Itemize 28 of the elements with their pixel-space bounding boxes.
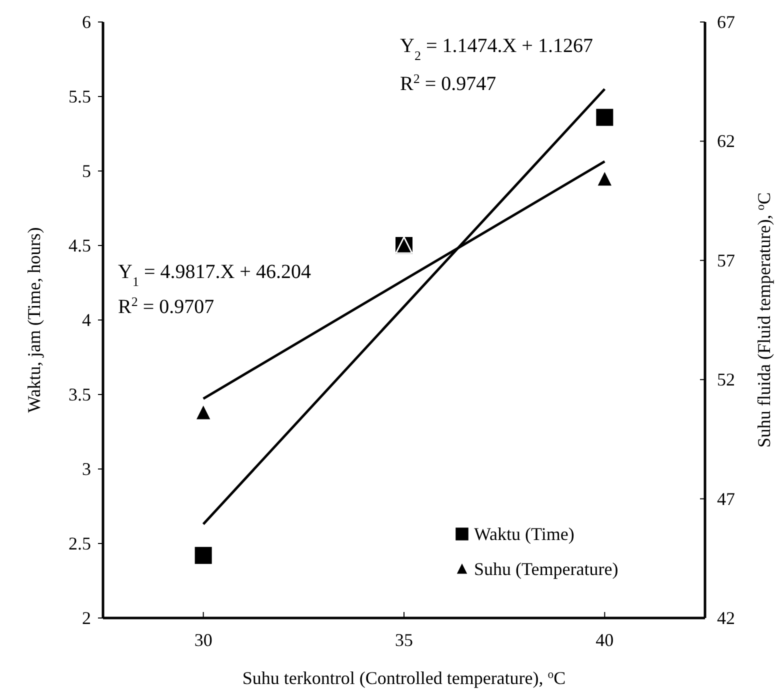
y2-tick-label: 57 <box>717 250 735 270</box>
y-tick-label: 5 <box>82 161 91 181</box>
point <box>194 546 212 564</box>
x-axis-title: Suhu terkontrol (Controlled temperature), $^{o}$C <box>242 668 566 688</box>
y-tick-label: 3.5 <box>68 384 91 404</box>
y2-tick-label: 42 <box>717 608 735 628</box>
x-tick-label: 35 <box>395 630 413 650</box>
legend-label: Waktu (Time) <box>474 524 574 544</box>
y2-tick-label: 67 <box>717 12 735 32</box>
y-tick-label: 2 <box>82 608 91 628</box>
y2-tick-label: 52 <box>717 370 735 390</box>
y-tick-label: 3 <box>82 459 91 479</box>
y-tick-label: 5.5 <box>68 86 91 106</box>
y-tick-label: 4.5 <box>68 236 91 256</box>
x-tick-label: 30 <box>194 630 212 650</box>
y-tick-label: 6 <box>82 12 91 32</box>
y-axis-title: Waktu, jam (Time, hours) <box>24 227 44 413</box>
annotation: Y$_{1}$ = 4.9817.X + 46.204 <box>118 261 311 288</box>
annotation: R$^{2}$ = 0.9707 <box>118 294 214 318</box>
y2-tick-label: 62 <box>717 131 735 152</box>
annotation: Y$_{2}$ = 1.1474.X + 1.1267 <box>400 35 593 62</box>
x-tick-label: 40 <box>596 630 614 650</box>
y-tick-label: 4 <box>82 310 91 330</box>
point <box>596 108 614 126</box>
legend-label: Suhu (Temperature) <box>474 559 618 579</box>
annotation: R$^{2}$ = 0.9747 <box>400 70 496 95</box>
y-tick-label: 2.5 <box>68 534 91 554</box>
y2-tick-label: 47 <box>717 488 735 509</box>
